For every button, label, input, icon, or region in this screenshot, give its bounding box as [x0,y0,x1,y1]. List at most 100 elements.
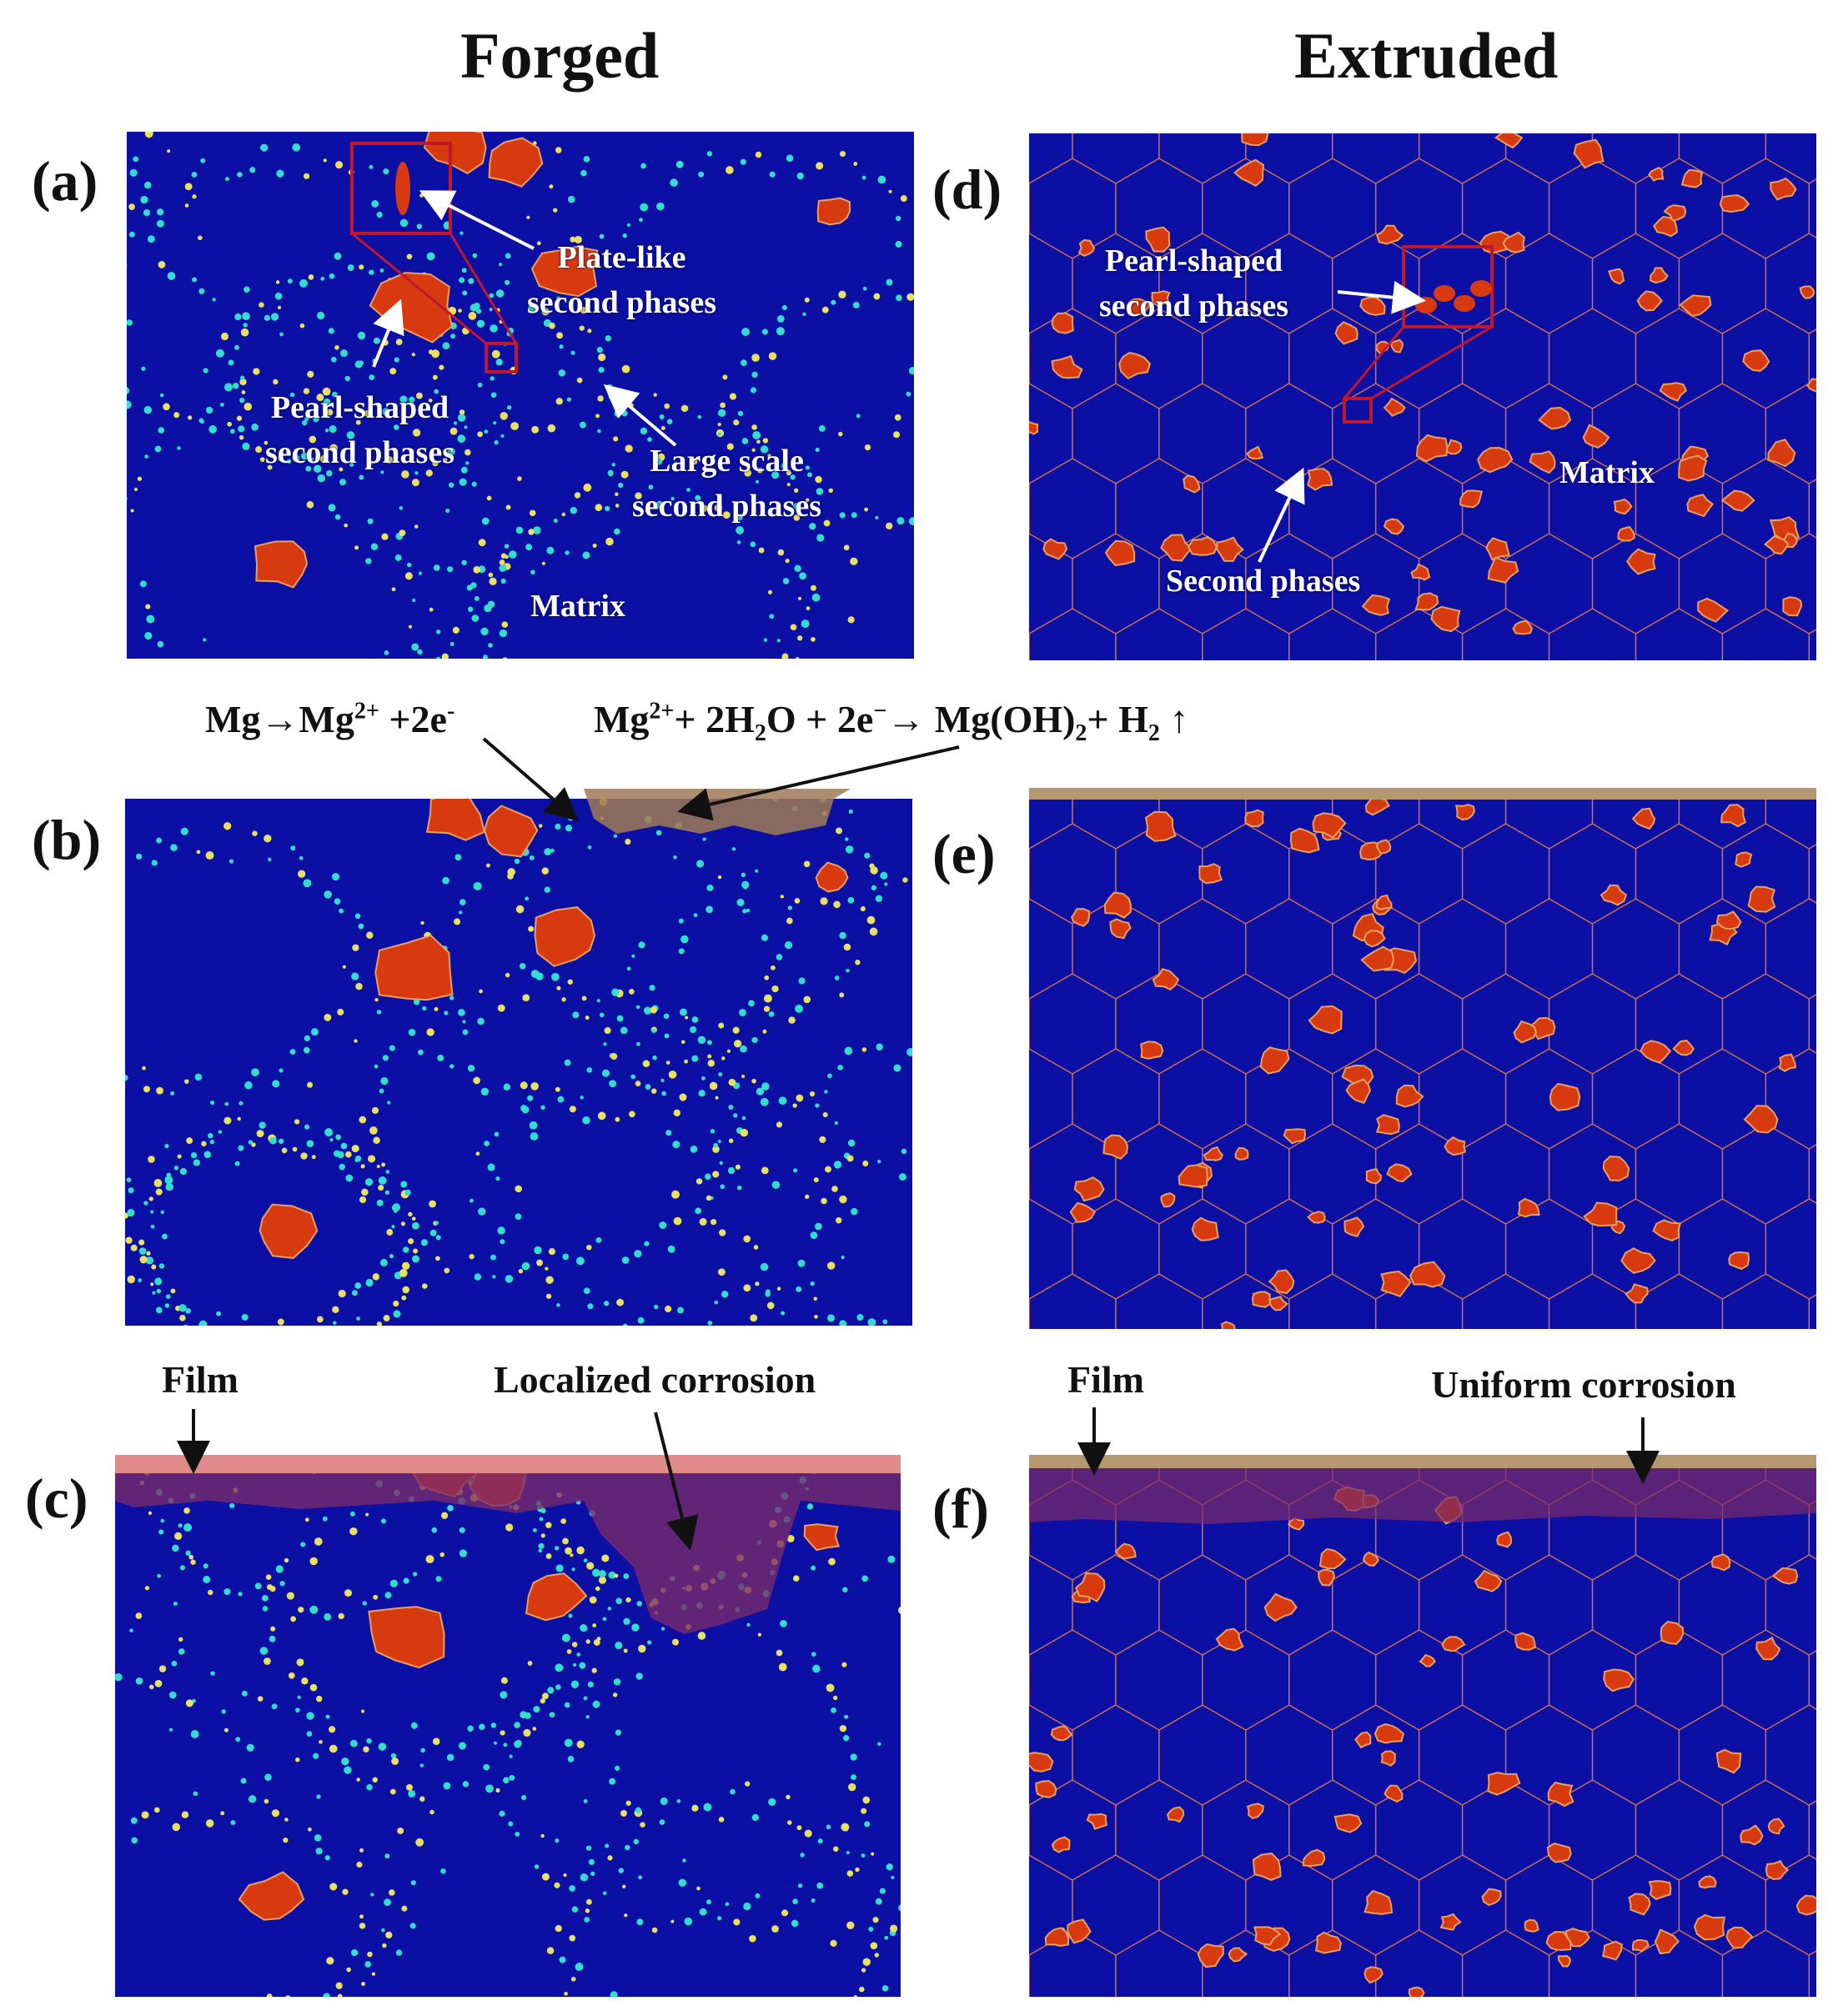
boundary-dot [841,1662,847,1667]
boundary-dot [256,1130,264,1138]
boundary-dot [737,410,744,417]
boundary-dot [350,1948,359,1957]
boundary-dot [270,313,279,321]
boundary-dot [564,1738,573,1748]
boundary-dot [341,1758,349,1766]
boundary-dot [442,342,450,349]
second-phase-particle [1318,1568,1335,1587]
second-phase-particle [1444,1136,1467,1156]
boundary-dot [381,1928,385,1933]
boundary-dot [376,1321,383,1326]
boundary-dot [826,1073,832,1079]
boundary-dot [615,1597,623,1605]
second-phase-particle [1233,158,1265,188]
boundary-dot [874,1953,879,1958]
boundary-dot [428,399,433,403]
boundary-dot [346,1967,351,1973]
boundary-dot [718,1817,725,1823]
boundary-dot [333,1321,337,1326]
boundary-dot [249,167,256,173]
boundary-dot [309,457,314,462]
boundary-dot [458,1742,467,1750]
second-phase-particle [1375,839,1392,855]
boundary-dot [565,1547,572,1555]
boundary-dot [419,1763,424,1768]
boundary-dot [238,425,245,433]
boundary-dot [352,944,359,951]
boundary-dot [367,1951,373,1958]
second-phase-particle [1740,1824,1764,1846]
boundary-dot [812,1664,821,1673]
boundary-dot [313,1753,319,1759]
boundary-dot [495,1176,500,1181]
boundary-dot [277,1318,284,1326]
boundary-dot [839,992,845,998]
boundary-dot [838,431,843,437]
boundary-dot [746,1622,751,1627]
boundary-dot [135,1612,143,1619]
boundary-dot [902,877,908,883]
boundary-dot [304,1517,309,1522]
boundary-dot [634,1250,642,1258]
boundary-dot [786,917,793,925]
boundary-dot [530,1132,539,1141]
boundary-dot [127,497,128,500]
boundary-dot [434,1006,439,1011]
boundary-dot [218,1130,223,1134]
boundary-dot [546,546,555,554]
boundary-dot [718,409,726,417]
boundary-dot [615,1765,620,1771]
boundary-dot [507,868,515,876]
boundary-dot [337,1008,344,1016]
boundary-dot [841,1823,850,1832]
boundary-dot [157,1573,162,1578]
boundary-dot [811,1898,816,1903]
boundary-dot [332,391,338,398]
boundary-dot [362,1601,367,1606]
boundary-dot [484,429,489,434]
boundary-dot [143,208,151,217]
boundary-dot [205,406,213,414]
boundary-dot [776,1121,783,1128]
boundary-dot [271,1703,278,1710]
boundary-dot [294,1757,300,1763]
boundary-dot [500,1691,508,1699]
boundary-dot [541,308,550,316]
boundary-dot [558,369,566,377]
boundary-dot [751,1813,760,1822]
boundary-dot [498,263,503,267]
boundary-dot [673,855,677,860]
boundary-dot [673,1109,681,1117]
boundary-dot [740,359,747,367]
boundary-dot [167,149,171,153]
boundary-dot [241,1313,249,1321]
boundary-dot [494,440,499,445]
boundary-dot [599,1012,605,1018]
boundary-dot [730,1788,736,1795]
boundary-dot [278,456,283,462]
boundary-dot [796,1825,802,1831]
boundary-dot [369,374,375,380]
second-phase-particle [1375,224,1404,245]
boundary-dot [609,1080,617,1088]
boundary-dot [368,1155,376,1163]
boundary-dot [356,1861,363,1868]
boundary-dot [706,151,713,157]
boundary-dot [771,985,779,993]
boundary-dot [585,1016,590,1021]
boundary-dot [301,1677,309,1685]
boundary-dot [755,1893,761,1898]
boundary-dot [776,1286,781,1291]
boundary-dot [539,1517,544,1522]
boundary-dot [896,294,902,302]
boundary-dot [401,1295,407,1301]
boundary-dot [760,1262,769,1271]
boundary-dot [292,143,301,152]
boundary-dot [460,231,464,235]
boundary-dot [571,1906,579,1913]
boundary-dot [505,972,510,978]
boundary-dot [830,1939,837,1947]
boundary-dot [696,1886,701,1891]
boundary-dot [316,1695,323,1703]
boundary-dot [706,905,713,914]
